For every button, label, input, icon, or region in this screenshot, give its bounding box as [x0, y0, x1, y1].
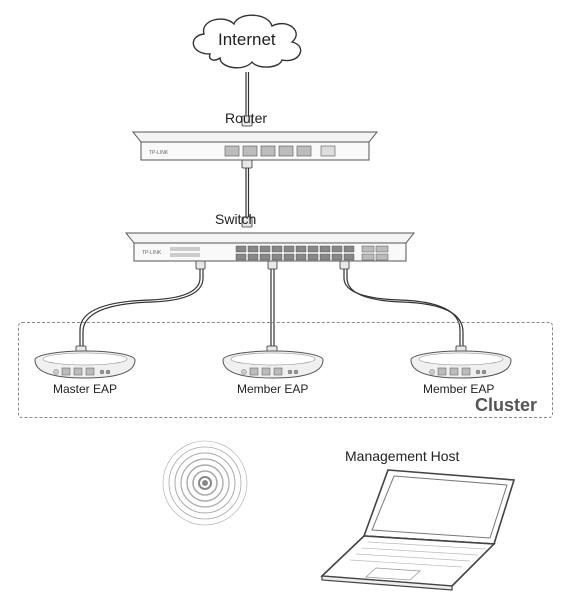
member-eap-1-label: Member EAP	[237, 382, 308, 396]
internet-label: Internet	[218, 30, 276, 50]
router-device: TP-LINK	[125, 126, 385, 169]
router-label: Router	[225, 110, 267, 126]
management-host-laptop	[318, 464, 528, 599]
member-eap-2-label: Member EAP	[423, 382, 494, 396]
switch-label: Switch	[215, 211, 256, 227]
management-host-label: Management Host	[345, 448, 459, 464]
master-eap-label: Master EAP	[53, 382, 117, 396]
cluster-label: Cluster	[475, 395, 537, 416]
wifi-signal-icon	[160, 438, 250, 533]
svg-text:TP-LINK: TP-LINK	[142, 250, 162, 256]
svg-text:TP-LINK: TP-LINK	[149, 150, 169, 156]
switch-device: TP-LINK	[120, 227, 420, 270]
